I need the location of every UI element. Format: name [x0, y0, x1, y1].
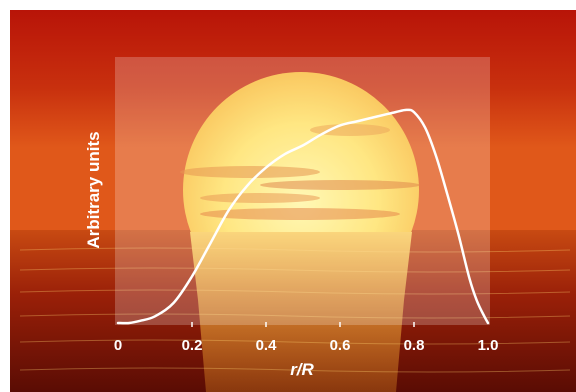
plot-panel	[115, 57, 490, 325]
y-axis-title: Arbitrary units	[84, 131, 103, 248]
x-tick-labels: 0 0.2 0.4 0.6 0.8 1.0	[114, 322, 499, 354]
x-tick-label: 1.0	[478, 337, 499, 354]
x-tick-label: 0.4	[256, 337, 278, 354]
profile-curve	[116, 108, 490, 325]
sun-reflection	[190, 232, 412, 392]
sun-clouds	[180, 124, 420, 220]
x-tick-label: 0	[114, 337, 122, 354]
x-tick-label: 0.8	[404, 337, 425, 354]
x-tick-label: 0.2	[182, 337, 203, 354]
x-tick-label: 0.6	[330, 337, 351, 354]
sea-ripples	[19, 247, 571, 373]
x-axis-title: r/R	[290, 360, 314, 379]
